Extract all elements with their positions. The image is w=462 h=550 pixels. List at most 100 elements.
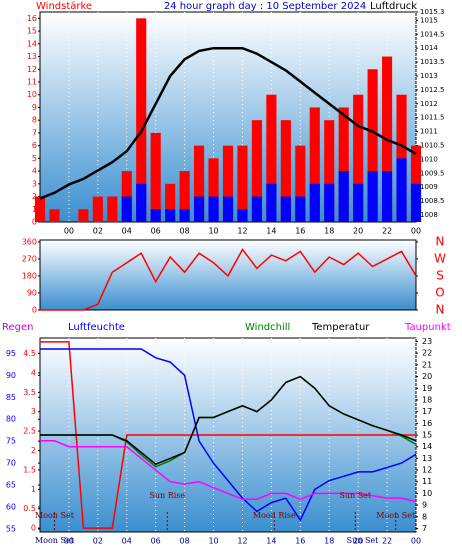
y-tick-label: 270 [22,254,37,263]
bar [49,209,60,222]
y-tick-label: 23 [422,337,432,346]
y-tick-label: 8 [32,116,37,125]
bar [324,183,335,222]
bar [208,158,219,222]
bottom-annotation: Moon Set [35,536,75,545]
x-tick-label: 14 [266,537,276,546]
y-tick-label: N [436,234,445,248]
y-tick-label: 55 [6,524,16,533]
annotation: Moon Set [35,511,75,520]
bar [266,94,277,222]
y-tick-label: 0 [32,218,37,227]
x-tick-label: 06 [151,537,161,546]
y-tick-label: 1013 [420,72,438,80]
bar [165,183,176,222]
y-tick-label: 10 [422,489,432,498]
y-tick-label: 15 [27,27,37,36]
y-tick-label: 2.5 [23,427,36,436]
x-tick-label: 16 [295,227,305,236]
y-tick-label: 14 [422,442,432,451]
y-tick-label: 10 [27,90,37,99]
chart-title: 24 hour graph day : 10 September 2024 [164,1,366,12]
y-tick-label: 1015.3 [420,8,445,16]
x-tick-label: 10 [208,227,218,236]
series-line [40,375,417,466]
x-tick-label: 06 [151,227,161,236]
bar [367,69,378,222]
x-tick-label: 20 [353,537,363,546]
bar [295,145,306,222]
y-tick-label: 9 [422,501,427,510]
y-tick-label: 8 [422,512,427,521]
y-tick-label: 1015 [420,16,438,24]
bar [194,145,205,222]
bar [165,209,176,222]
y-tick-label: 1009 [420,183,438,191]
bar [222,196,234,222]
y-tick-label: 17 [422,407,432,416]
x-tick-label: 02 [93,227,103,236]
legend-label: Temperatur [311,322,370,333]
bar [251,120,262,222]
x-tick-label: 04 [122,537,132,546]
bar [338,171,349,222]
bar [179,209,190,222]
series-line [40,341,416,529]
bar [78,209,89,222]
y-tick-label: 12 [27,65,37,74]
bar [324,120,335,222]
y-tick-label: 0 [31,524,36,533]
legend-label: Regen [2,322,34,333]
legend-label: Luftfeuchte [68,322,125,333]
y-tick-label: 2 [31,446,36,455]
bar [222,145,234,222]
y-tick-label: 11 [422,477,432,486]
y-tick-label: N [436,303,445,317]
x-tick-label: 08 [180,227,190,236]
y-tick-label: 0 [32,306,37,315]
y-tick-label: 7 [32,128,37,137]
y-tick-label: O [435,285,444,299]
x-tick-label: 18 [324,227,334,236]
y-tick-label: S [436,268,444,282]
x-tick-label: 00 [411,227,421,236]
y-tick-label: 4 [32,167,37,176]
y-tick-label: 14 [27,39,37,48]
bar [382,171,393,222]
x-tick-label: 14 [266,227,276,236]
y-tick-label: 180 [22,271,37,280]
y-tick-label: 1.5 [23,465,36,474]
bar [121,196,132,222]
x-tick-label: 22 [382,537,392,546]
y-axis-label: Windstärke [36,1,92,12]
y-tick-label: 1008.5 [420,197,445,205]
bar [208,196,219,222]
y-tick-label: 90 [27,288,37,297]
y-tick-label: 95 [6,349,16,358]
bar [179,171,190,222]
y-tick-label: 75 [6,437,16,446]
y-tick-label: 1013.5 [420,58,445,66]
y-tick-label: 1014.5 [420,30,445,38]
bar [237,145,248,222]
y-tick-label: 70 [6,459,16,468]
y-tick-label: 1010 [420,155,438,163]
y-tick-label: 80 [6,415,16,424]
y-tick-label: 85 [6,393,16,402]
y-tick-label: 1011.5 [420,114,445,122]
y-tick-label: 12 [422,466,432,475]
y-tick-label: 1 [32,205,37,214]
bar [237,209,248,222]
bar [410,183,422,222]
bar [136,18,147,223]
x-tick-label: 22 [382,227,392,236]
y-tick-label: 1014 [420,44,438,52]
y-tick-label: 1009.5 [420,169,445,177]
x-tick-label: 00 [64,227,74,236]
bar [150,132,161,222]
series-line [40,248,417,311]
x-tick-label: 18 [324,537,334,546]
x-tick-label: 10 [208,537,218,546]
bar [266,183,277,222]
